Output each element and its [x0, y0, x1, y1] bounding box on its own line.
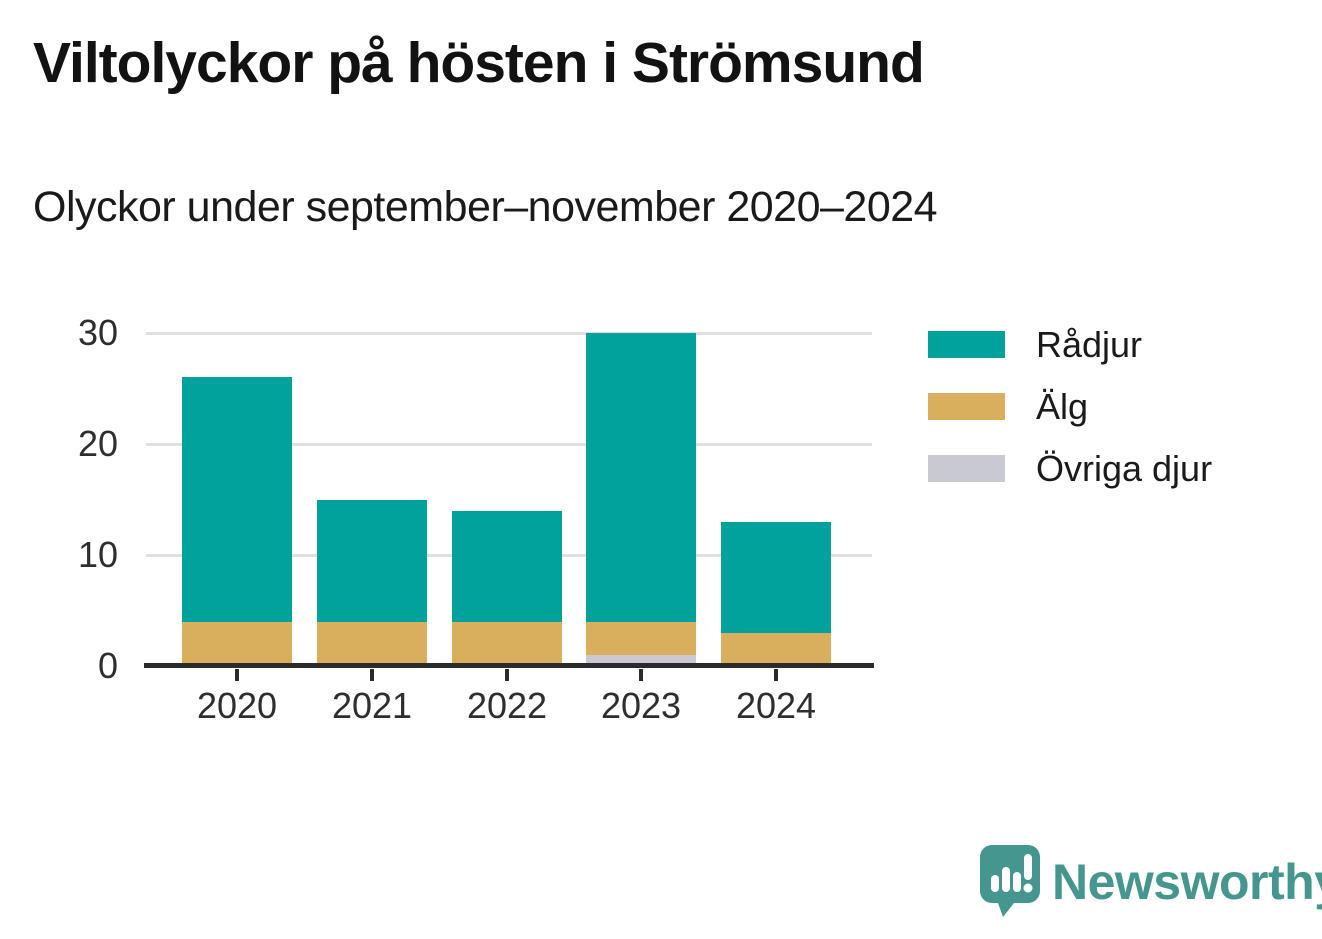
- bar-segment-2024: [721, 521, 831, 633]
- legend-swatch-icon: [928, 455, 1005, 482]
- legend-label: Rådjur: [1036, 324, 1143, 365]
- legend-label: Övriga djur: [1036, 448, 1213, 489]
- x-axis-tick: [370, 669, 374, 681]
- chart-subtitle: Olyckor under september–november 2020–20…: [33, 183, 938, 231]
- bar-segment-2021: [317, 621, 427, 666]
- x-axis-line: [144, 663, 874, 668]
- y-axis-tick-label: 20: [77, 423, 118, 464]
- gridline-30: [146, 332, 872, 335]
- bar-segment-2022: [452, 621, 562, 666]
- plot-area: 0 10 20 30 2020 2021 2022 2023 2024: [78, 312, 874, 726]
- gridline-20: [146, 443, 872, 446]
- x-axis-tick-label: 2022: [466, 685, 548, 726]
- legend-swatch-icon: [928, 393, 1005, 420]
- bar-segment-2021: [317, 499, 427, 622]
- legend-swatch-icon: [928, 331, 1005, 358]
- y-axis-tick-label: 0: [97, 645, 118, 686]
- newsworthy-logo-text: Newsworthy: [1052, 854, 1322, 910]
- bar-segment-2023: [586, 333, 696, 622]
- bar-segment-2023: [586, 621, 696, 655]
- x-axis-tick: [774, 669, 778, 681]
- x-axis-tick-label: 2020: [196, 685, 278, 726]
- x-axis-tick-label: 2021: [331, 685, 413, 726]
- newsworthy-logo-icon: [980, 845, 1040, 917]
- x-axis-tick: [505, 669, 509, 681]
- y-axis-tick-label: 30: [77, 312, 118, 353]
- bar-segment-2024: [721, 632, 831, 666]
- bar-segment-2020: [182, 377, 292, 622]
- x-axis-tick: [235, 669, 239, 681]
- newsworthy-branding: Newsworthy: [980, 845, 1322, 929]
- chart-title: Viltolyckor på hösten i Strömsund: [33, 31, 925, 95]
- bar-segment-2020: [182, 621, 292, 666]
- x-axis-tick-label: 2023: [600, 685, 682, 726]
- bar-segment-2023: [586, 654, 696, 666]
- legend-label: Älg: [1036, 386, 1089, 427]
- x-axis-tick: [639, 669, 643, 681]
- x-axis-tick-label: 2024: [735, 685, 817, 726]
- bar-segment-2022: [452, 510, 562, 622]
- y-axis-tick-label: 10: [77, 534, 118, 575]
